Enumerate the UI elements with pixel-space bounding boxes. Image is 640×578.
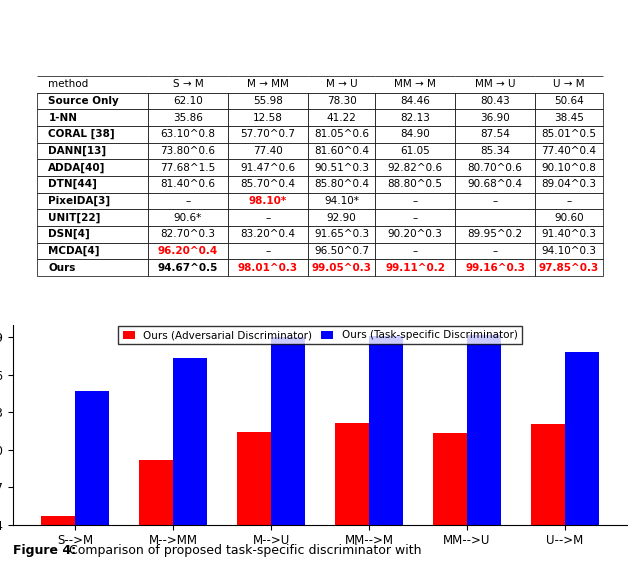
Bar bbox=[271, 337, 305, 578]
Bar bbox=[335, 423, 369, 578]
Bar bbox=[369, 336, 403, 578]
Bar bbox=[237, 432, 271, 578]
Bar bbox=[173, 358, 207, 578]
Bar bbox=[75, 391, 109, 578]
Bar bbox=[41, 516, 75, 578]
Legend: Ours (Adversarial Discriminator), Ours (Task-specific Discriminator): Ours (Adversarial Discriminator), Ours (… bbox=[118, 326, 522, 344]
Bar bbox=[139, 460, 173, 578]
Text: Figure 4:: Figure 4: bbox=[13, 544, 76, 557]
Bar bbox=[531, 424, 565, 578]
Bar bbox=[467, 335, 501, 578]
Bar bbox=[565, 351, 599, 578]
Bar bbox=[433, 433, 467, 578]
Text: Comparison of proposed task-specific discriminator with: Comparison of proposed task-specific dis… bbox=[65, 544, 422, 557]
